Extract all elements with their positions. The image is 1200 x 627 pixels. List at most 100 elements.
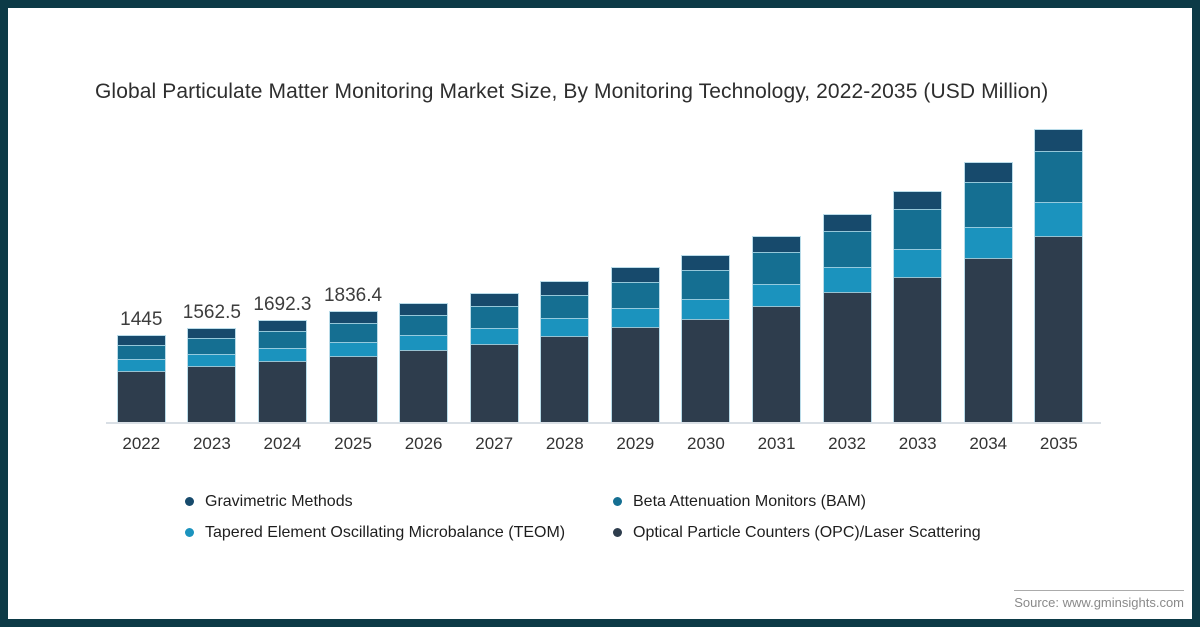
x-axis-line	[106, 422, 1101, 424]
bar-value-label-2023: 1562.5	[182, 301, 241, 323]
year-label-2029: 2029	[616, 434, 655, 453]
segment-opc-2032	[823, 291, 871, 422]
bar-value-label-2025: 1836.4	[323, 285, 383, 307]
legend: Gravimetric Methods Beta Attenuation Moni…	[185, 486, 981, 548]
year-label-2025: 2025	[334, 434, 372, 453]
segment-bam-2025	[329, 323, 377, 342]
year-label-2024: 2024	[263, 434, 302, 453]
bar-value-label-2024: 1692.3	[253, 294, 312, 315]
bar-column-2028	[529, 120, 600, 422]
legend-label-opc: Optical Particle Counters (OPC)/Laser Sc…	[633, 523, 981, 541]
bar-column-2032	[812, 120, 883, 422]
segment-opc-2034	[964, 257, 1012, 422]
bar-column-2033	[882, 120, 953, 422]
year-label-2027: 2027	[475, 434, 514, 453]
segment-gravimetric-2031	[752, 236, 800, 252]
segment-bam-2022	[117, 345, 165, 360]
segment-gravimetric-2028	[541, 282, 589, 295]
year-label-2034: 2034	[969, 434, 1008, 453]
segment-bam-2030	[682, 270, 730, 299]
year-label-2022: 2022	[122, 434, 161, 453]
bar-column-2026	[388, 120, 459, 422]
segment-teom-2035	[1035, 202, 1083, 236]
stacked-bar-2030	[681, 255, 731, 422]
stacked-bar-2024	[257, 320, 307, 422]
legend-item-opc: Optical Particle Counters (OPC)/Laser Sc…	[613, 524, 981, 542]
legend-swatch-opc	[613, 528, 622, 537]
segment-teom-2023	[188, 353, 236, 367]
stacked-bar-2035	[1034, 129, 1084, 422]
segment-bam-2031	[752, 251, 800, 284]
segment-gravimetric-2024	[258, 321, 306, 332]
segment-bam-2029	[611, 281, 659, 308]
segment-opc-2029	[611, 327, 659, 422]
segment-gravimetric-2023	[188, 328, 236, 339]
segment-opc-2030	[682, 319, 730, 422]
bar-column-2030	[671, 120, 742, 422]
segment-opc-2028	[541, 336, 589, 422]
segment-teom-2028	[541, 318, 589, 337]
segment-gravimetric-2025	[329, 312, 377, 324]
legend-item-gravimetric: Gravimetric Methods	[185, 493, 613, 511]
segment-teom-2027	[470, 327, 518, 344]
bars-row: 1445 1562.5 1692.3 1836.4	[106, 120, 1094, 422]
segment-gravimetric-2027	[470, 293, 518, 306]
stacked-bar-2033	[893, 190, 943, 422]
segment-gravimetric-2033	[894, 191, 942, 210]
segment-teom-2031	[752, 283, 800, 307]
year-label-2031: 2031	[757, 434, 796, 453]
segment-bam-2033	[894, 209, 942, 250]
segment-opc-2027	[470, 343, 518, 422]
year-label-2032: 2032	[828, 434, 866, 453]
bar-column-2025: 1836.4	[318, 120, 389, 422]
segment-gravimetric-2035	[1035, 130, 1083, 151]
segment-teom-2033	[894, 249, 942, 277]
segment-opc-2022	[117, 370, 165, 422]
segment-bam-2026	[400, 315, 448, 336]
segment-gravimetric-2022	[117, 335, 165, 345]
segment-bam-2027	[470, 305, 518, 328]
year-label-2028: 2028	[545, 434, 584, 453]
legend-swatch-gravimetric	[185, 497, 194, 506]
stacked-bar-2031	[751, 235, 801, 422]
segment-gravimetric-2032	[823, 214, 871, 231]
segment-opc-2031	[752, 306, 800, 422]
stacked-bar-2023	[187, 327, 237, 422]
segment-gravimetric-2030	[682, 256, 730, 271]
segment-bam-2024	[258, 331, 306, 349]
legend-swatch-bam	[613, 497, 622, 506]
legend-label-bam: Beta Attenuation Monitors (BAM)	[633, 492, 866, 510]
segment-opc-2035	[1035, 235, 1083, 422]
segment-bam-2034	[964, 181, 1012, 228]
year-label-2033: 2033	[898, 434, 937, 453]
segment-bam-2032	[823, 231, 871, 268]
segment-teom-2029	[611, 308, 659, 328]
stacked-bar-2026	[399, 302, 449, 422]
bar-column-2027	[459, 120, 530, 422]
stacked-bar-2028	[540, 281, 590, 422]
segment-gravimetric-2034	[964, 163, 1012, 182]
bar-column-2029	[600, 120, 671, 422]
legend-label-teom: Tapered Element Oscillating Microbalance…	[205, 523, 566, 541]
year-label-2035: 2035	[1039, 434, 1078, 453]
bar-column-2024: 1692.3	[247, 120, 318, 422]
segment-gravimetric-2026	[400, 303, 448, 316]
stacked-bar-2025	[328, 311, 378, 422]
segment-opc-2026	[400, 350, 448, 422]
legend-swatch-teom	[185, 528, 194, 537]
source-attribution: Source: www.gminsights.com	[1014, 590, 1184, 610]
year-label-2026: 2026	[404, 434, 443, 453]
legend-label-gravimetric: Gravimetric Methods	[205, 492, 353, 510]
x-axis-labels: 2022 2023 2024 2025 2026 2027 2028 2029 2030 2031…	[106, 434, 1094, 454]
segment-teom-2024	[258, 348, 306, 362]
stacked-bar-2022	[116, 334, 166, 422]
stacked-bar-2029	[610, 267, 660, 422]
plot-area: 1445 1562.5 1692.3 1836.4 2022 2023 2024 2025 2…	[8, 8, 1192, 619]
stacked-bar-2032	[822, 213, 872, 422]
stacked-bar-2034	[963, 162, 1013, 422]
year-label-2030: 2030	[687, 434, 725, 453]
segment-teom-2026	[400, 335, 448, 351]
segment-teom-2030	[682, 298, 730, 320]
segment-teom-2032	[823, 267, 871, 292]
